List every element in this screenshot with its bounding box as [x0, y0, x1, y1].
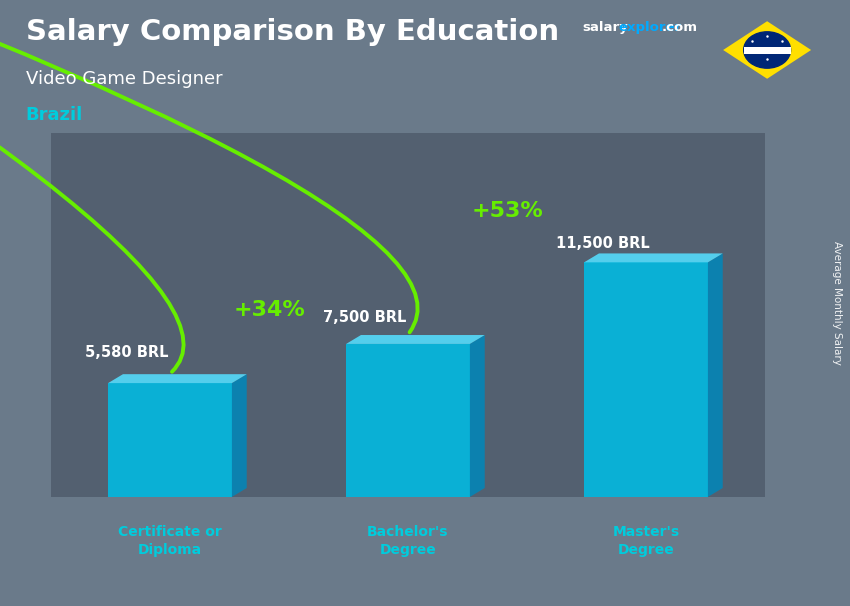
- Text: 5,580 BRL: 5,580 BRL: [85, 345, 168, 359]
- Polygon shape: [346, 335, 484, 344]
- Polygon shape: [584, 262, 708, 497]
- Text: +53%: +53%: [472, 201, 544, 221]
- Text: Average Monthly Salary: Average Monthly Salary: [832, 241, 842, 365]
- Polygon shape: [51, 133, 765, 497]
- Polygon shape: [232, 374, 246, 497]
- Text: 11,500 BRL: 11,500 BRL: [556, 236, 649, 251]
- Text: Bachelor's
Degree: Bachelor's Degree: [367, 525, 449, 558]
- Polygon shape: [470, 335, 484, 497]
- Text: .com: .com: [661, 21, 697, 34]
- Circle shape: [744, 32, 790, 68]
- Polygon shape: [584, 253, 722, 262]
- Polygon shape: [108, 374, 246, 383]
- Text: Salary Comparison By Education: Salary Comparison By Education: [26, 18, 558, 46]
- Polygon shape: [708, 253, 722, 497]
- Text: salary: salary: [582, 21, 628, 34]
- Polygon shape: [108, 383, 232, 497]
- Polygon shape: [723, 21, 811, 79]
- Text: +34%: +34%: [234, 301, 306, 321]
- Text: explorer: explorer: [619, 21, 682, 34]
- Text: Video Game Designer: Video Game Designer: [26, 70, 222, 88]
- Text: Brazil: Brazil: [26, 106, 82, 124]
- Text: 7,500 BRL: 7,500 BRL: [323, 310, 406, 325]
- Text: Master's
Degree: Master's Degree: [613, 525, 679, 558]
- Polygon shape: [346, 344, 470, 497]
- Text: Certificate or
Diploma: Certificate or Diploma: [118, 525, 222, 558]
- FancyBboxPatch shape: [744, 47, 790, 54]
